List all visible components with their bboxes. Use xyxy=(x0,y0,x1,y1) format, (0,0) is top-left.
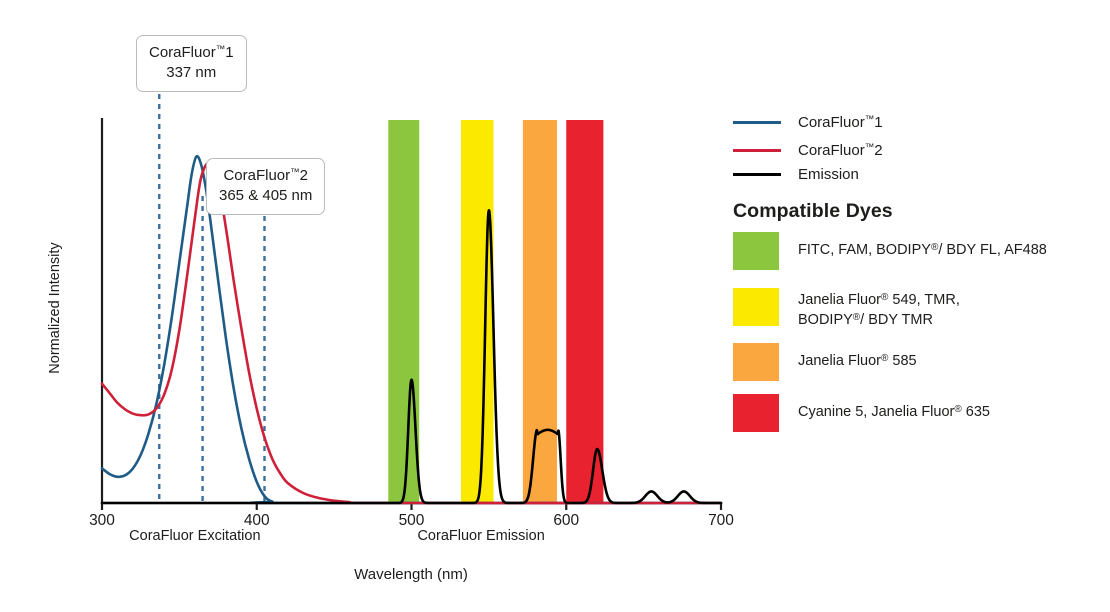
orange-band xyxy=(522,120,557,503)
dye-legend-label: Cyanine 5, Janelia Fluor® 635 xyxy=(798,404,990,420)
corafluor1-callout-line2: 337 nm xyxy=(166,63,217,81)
corafluor1-callout-line1: CoraFluor™1 xyxy=(149,44,234,61)
corafluor2-callout-line1: CoraFluor™2 xyxy=(223,167,308,184)
corafluor1-callout: CoraFluor™1 337 nm xyxy=(136,35,247,92)
excitation-region-label: CoraFluor Excitation xyxy=(129,528,261,544)
legend-line-swatch xyxy=(733,172,781,176)
corafluor2-callout-line2: 365 & 405 nm xyxy=(219,186,313,204)
corafluor2-callout: CoraFluor™2 365 & 405 nm xyxy=(206,158,326,215)
x-axis-title: Wavelength (nm) xyxy=(354,566,468,583)
legend-line-swatch xyxy=(733,120,781,124)
emission-bands-group xyxy=(388,120,604,503)
emission-region-label: CoraFluor Emission xyxy=(417,528,545,544)
dye-legend-label: Janelia Fluor® 549, TMR, BODIPY®/ BDY TMR xyxy=(798,292,960,328)
legend-line-swatch xyxy=(733,148,781,152)
legend-series-label: CoraFluor™2 xyxy=(798,141,883,159)
legend-series-row-1[interactable]: CoraFluor™1 xyxy=(733,112,883,132)
red-band xyxy=(566,120,604,503)
dye-color-swatch xyxy=(733,394,779,432)
y-axis-title: Normalized Intensity xyxy=(47,242,63,374)
legend-series-row-3[interactable]: Emission xyxy=(733,164,859,184)
legend-panel: CoraFluor™1 CoraFluor™2 Emission Compatibl… xyxy=(728,0,1110,612)
excitation-marker-lines-group xyxy=(158,84,266,503)
curve-emission xyxy=(100,209,723,505)
x-tick-label-400: 400 xyxy=(243,512,270,529)
dye-color-swatch xyxy=(733,343,779,381)
green-band xyxy=(388,120,420,503)
legend-series-label: CoraFluor™1 xyxy=(798,113,883,131)
dye-legend-label: Janelia Fluor® 585 xyxy=(798,353,917,369)
compatible-dyes-heading: Compatible Dyes xyxy=(733,200,893,222)
dye-color-swatch xyxy=(733,232,779,270)
dye-color-swatch xyxy=(733,288,779,326)
curve-excitation-1 xyxy=(100,154,723,505)
legend-series-row-2[interactable]: CoraFluor™2 xyxy=(733,140,883,160)
x-tick-label-500: 500 xyxy=(398,512,425,529)
dye-legend-row-3[interactable]: Janelia Fluor® 585 xyxy=(733,343,917,381)
dye-legend-row-4[interactable]: Cyanine 5, Janelia Fluor® 635 xyxy=(733,394,990,432)
x-tick-label-600: 600 xyxy=(553,512,580,529)
dye-legend-label: FITC, FAM, BODIPY®/ BDY FL, AF488 xyxy=(798,242,1047,258)
x-tick-label-700: 700 xyxy=(708,512,734,529)
yellow-band xyxy=(461,120,494,503)
x-tick-label-300: 300 xyxy=(89,512,115,529)
dye-legend-row-1[interactable]: FITC, FAM, BODIPY®/ BDY FL, AF488 xyxy=(733,232,1047,270)
legend-series-label: Emission xyxy=(798,165,859,183)
chart-canvas: Normalized Intensity Wavelength (nm) 300… xyxy=(47,35,734,583)
dye-legend-row-2[interactable]: Janelia Fluor® 549, TMR, BODIPY®/ BDY TMR xyxy=(733,288,960,330)
